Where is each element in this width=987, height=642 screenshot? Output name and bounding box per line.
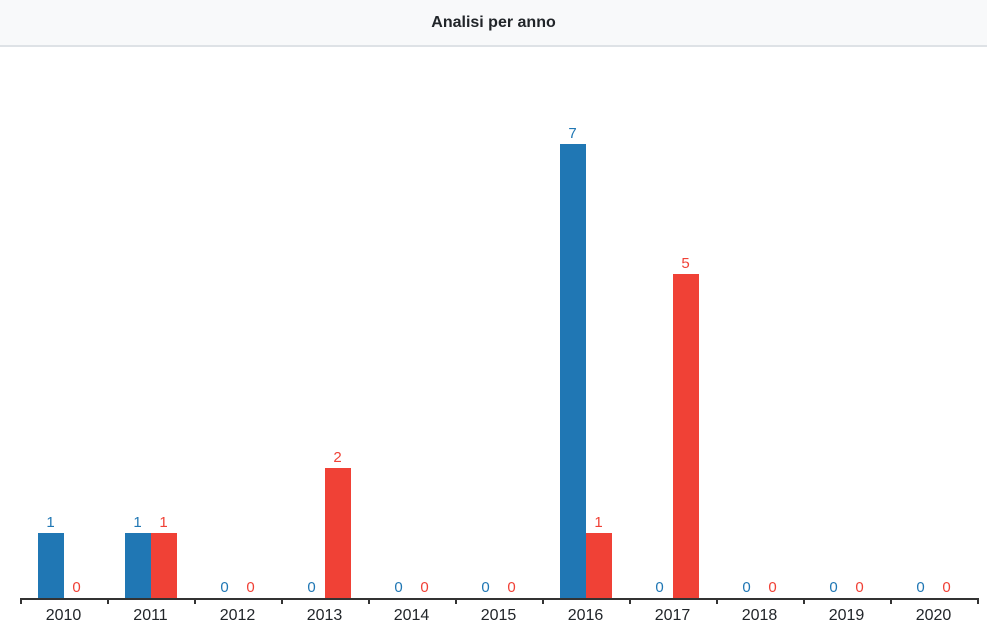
bar-value-label-red-2015: 0 (507, 579, 516, 596)
bar-value-label-blue-2018: 0 (742, 579, 751, 596)
bar-value-label-red-2019: 0 (855, 579, 864, 596)
bar-value-label-red-2017: 5 (681, 254, 690, 272)
bar-value-label-red-2012: 0 (246, 579, 255, 596)
bar-value-label-red-2010: 0 (72, 579, 81, 596)
bar-value-label-blue-2015: 0 (481, 579, 490, 596)
bar-value-label-red-2018: 0 (768, 579, 777, 596)
x-axis-label-2020: 2020 (915, 607, 952, 624)
bar-value-label-blue-2014: 0 (394, 579, 403, 596)
bar-value-label-blue-2017: 0 (655, 579, 664, 596)
bar-chart: 2010 1 0 2011 1 1 2012 0 0 2013 0 2 2014 0 0 2015 0 0 2016… (0, 47, 987, 642)
x-axis-line (20, 598, 979, 600)
bar-value-label-red-2013: 2 (333, 449, 342, 467)
x-axis-tick (455, 598, 457, 604)
x-axis-label-2011: 2011 (133, 607, 168, 624)
bar-value-label-blue-2019: 0 (829, 579, 838, 596)
bar-blue-2010[interactable] (37, 533, 64, 598)
bar-value-label-red-2020: 0 (942, 579, 951, 596)
x-axis-tick (890, 598, 892, 604)
x-axis-tick (107, 598, 109, 604)
bar-red-2017[interactable] (672, 273, 699, 598)
bar-blue-2016[interactable] (559, 144, 586, 598)
x-axis-tick (803, 598, 805, 604)
chart-title: Analisi per anno (431, 13, 556, 31)
x-axis-label-2012: 2012 (219, 607, 256, 624)
x-axis-label-2017: 2017 (654, 607, 691, 624)
x-axis-label-2013: 2013 (306, 607, 343, 624)
x-axis-tick (368, 598, 370, 604)
bar-value-label-blue-2011: 1 (133, 514, 142, 532)
x-axis-tick (281, 598, 283, 604)
x-axis-tick (977, 598, 979, 604)
bar-value-label-blue-2016: 7 (568, 125, 577, 143)
x-axis-tick (716, 598, 718, 604)
bar-value-label-red-2014: 0 (420, 579, 429, 596)
bar-value-label-blue-2020: 0 (916, 579, 925, 596)
bar-value-label-red-2011: 1 (159, 514, 168, 532)
bar-value-label-blue-2010: 1 (46, 514, 55, 532)
bar-red-2011[interactable] (150, 533, 177, 598)
bar-red-2013[interactable] (324, 468, 351, 598)
bar-red-2016[interactable] (585, 533, 612, 598)
x-axis-tick (20, 598, 22, 604)
chart-header: Analisi per anno (0, 0, 987, 47)
x-axis-label-2010: 2010 (45, 607, 82, 624)
x-axis-label-2018: 2018 (741, 607, 778, 624)
x-axis-label-2014: 2014 (393, 607, 430, 624)
bar-value-label-blue-2013: 0 (307, 579, 316, 596)
x-axis-label-2019: 2019 (828, 607, 865, 624)
bar-value-label-red-2016: 1 (594, 514, 603, 532)
x-axis-tick (629, 598, 631, 604)
x-axis-label-2016: 2016 (567, 607, 604, 624)
x-axis-tick (542, 598, 544, 604)
bar-blue-2011[interactable] (124, 533, 151, 598)
x-axis-tick (194, 598, 196, 604)
bar-value-label-blue-2012: 0 (220, 579, 229, 596)
x-axis-label-2015: 2015 (480, 607, 517, 624)
